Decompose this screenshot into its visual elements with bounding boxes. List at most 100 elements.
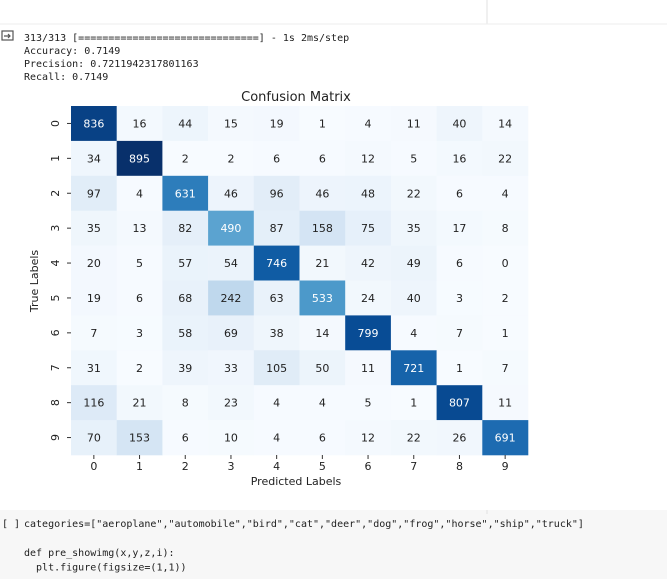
cell-value: 40 [452,117,466,130]
heatmap-cell [390,280,437,316]
cell-value: 5 [365,397,372,410]
heatmap-cell [299,210,346,246]
cell-value: 13 [133,222,147,235]
cell-value: 38 [270,327,284,340]
heatmap-cell [253,385,300,421]
heatmap-cell [71,210,117,246]
heatmap-cell [299,140,346,177]
y-tick-label: 5 [49,294,62,301]
cell-value: 0 [502,257,509,270]
heatmap-cell [436,385,483,421]
output-icon[interactable] [1,30,14,41]
heatmap-cell [162,280,209,316]
heatmap-cell [116,280,163,316]
heatmap-cell [71,385,117,421]
cell-value: 12 [361,432,375,445]
heatmap-cell [116,350,163,386]
heatmap-cell [436,106,483,142]
code-line: plt.figure(figsize=(1,1)) [24,563,187,574]
cell-value: 8 [502,222,509,235]
cell-value: 6 [319,432,326,445]
heatmap-cell [299,280,346,316]
heatmap-cell [116,385,163,421]
heatmap-cell [390,175,437,211]
cell-value: 11 [361,362,375,375]
heatmap-cell [436,245,483,281]
heatmap-cell [208,280,255,316]
cell-value: 2 [227,152,234,165]
cell-value: 14 [498,117,512,130]
cell-value: 242 [220,292,241,305]
cell-value: 11 [498,397,512,410]
cell-value: 7 [90,327,97,340]
cell-value: 4 [410,327,417,340]
cell-value: 42 [361,257,375,270]
cell-value: 11 [407,117,421,130]
cell-value: 50 [315,362,329,375]
cell-value: 33 [224,362,238,375]
heatmap-cell [345,385,392,421]
heatmap-cell [162,106,209,142]
cell-value: 2 [182,152,189,165]
cell-value: 69 [224,327,238,340]
heatmap-cell [345,245,392,281]
heatmap-cell [116,315,163,351]
cell-value: 116 [83,397,104,410]
cell-value: 96 [270,187,284,200]
heatmap-cell [482,210,529,246]
cell-value: 4 [136,187,143,200]
x-tick-label: 6 [365,460,372,473]
heatmap-cell [299,420,346,456]
cell-prompt[interactable]: [ ] [2,519,20,530]
heatmap-cell [390,210,437,246]
heatmap-cell [436,140,483,177]
cell-value: 39 [178,362,192,375]
heatmap-cell [436,210,483,246]
cell-value: 2 [502,292,509,305]
heatmap-cell [299,245,346,281]
cell-value: 4 [319,397,326,410]
heatmap-cell [208,140,255,177]
heatmap-cell [299,175,346,211]
cell-value: 20 [87,257,101,270]
heatmap-cell [71,280,117,316]
cell-value: 799 [358,327,379,340]
x-tick-label: 8 [456,460,463,473]
output-line: 313/313 [==============================]… [24,33,349,44]
y-tick-label: 2 [49,190,62,197]
heatmap-cell [162,175,209,211]
heatmap-cell [345,140,392,177]
cell-value: 54 [224,257,238,270]
cell-value: 4 [273,432,280,445]
heatmap-cell [253,140,300,177]
heatmap-cell [482,175,529,211]
heatmap-cell [345,280,392,316]
cell-value: 48 [361,187,375,200]
output-text: 313/313 [==============================]… [24,33,349,83]
cell-value: 105 [266,362,287,375]
x-tick-label: 5 [319,460,326,473]
heatmap-cell [390,315,437,351]
cell-value: 68 [178,292,192,305]
heatmap-cell [162,140,209,177]
heatmap-cell [345,106,392,142]
cell-value: 35 [407,222,421,235]
cell-value: 631 [175,187,196,200]
heatmap-cell [71,106,117,142]
cell-value: 58 [178,327,192,340]
cell-value: 836 [83,117,104,130]
x-tick-label: 3 [227,460,234,473]
heatmap-cell [345,420,392,456]
cell-value: 21 [133,397,147,410]
cell-value: 4 [273,397,280,410]
heatmap-cell [482,420,529,456]
cell-value: 22 [407,432,421,445]
code-cell [0,510,667,579]
heatmap-cell [253,280,300,316]
y-tick-label: 6 [49,329,62,336]
cell-value: 12 [361,152,375,165]
heatmap-cell [345,350,392,386]
cell-value: 75 [361,222,375,235]
